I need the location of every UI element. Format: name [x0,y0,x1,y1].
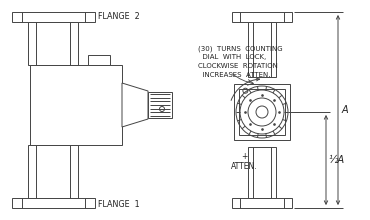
Polygon shape [122,83,148,127]
Bar [28,22,78,65]
Bar [88,55,110,65]
Bar [248,147,276,198]
Text: FLANGE  2: FLANGE 2 [98,11,140,20]
Bar [12,12,95,22]
Bar [248,22,276,77]
Bar [30,65,122,145]
Text: A: A [342,105,349,115]
Text: ½A: ½A [328,155,344,165]
Text: DIAL  WITH  LOCK,: DIAL WITH LOCK, [198,54,266,60]
Bar [232,198,292,208]
Bar [234,84,290,140]
Text: (30)  TURNS  COUNTING: (30) TURNS COUNTING [198,45,283,51]
Text: CLOCKWISE  ROTATION: CLOCKWISE ROTATION [198,63,278,69]
Text: INCREASES  ATTEN.: INCREASES ATTEN. [198,72,270,78]
Bar [239,89,285,135]
Bar [148,92,172,118]
Bar [232,12,292,22]
Bar [12,198,95,208]
Text: +
ATTEN.: + ATTEN. [231,152,257,171]
Bar [28,145,78,198]
Text: FLANGE  1: FLANGE 1 [98,200,139,209]
